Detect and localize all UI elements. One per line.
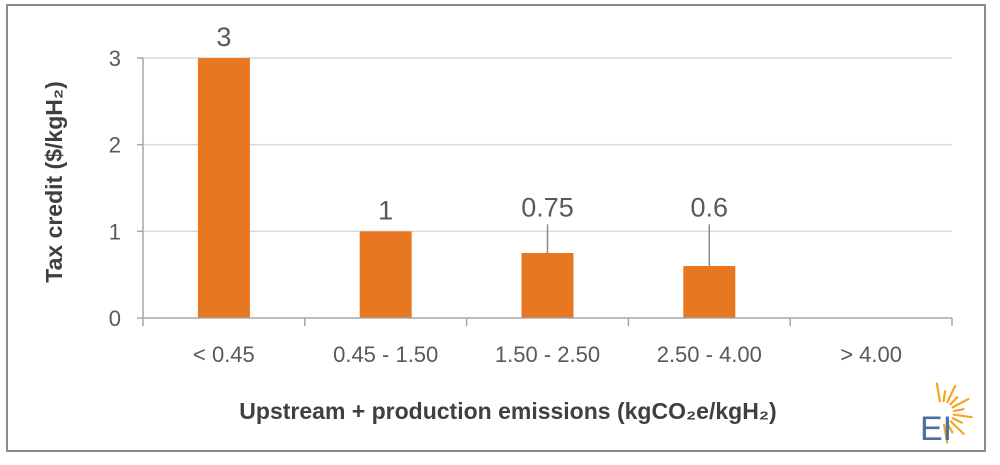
data-label: 1 bbox=[378, 195, 393, 225]
leader-lines bbox=[546, 224, 711, 266]
y-tick-label: 3 bbox=[109, 46, 121, 71]
sun-rays-icon bbox=[935, 382, 973, 444]
chart-frame bbox=[6, 4, 986, 452]
data-label: 3 bbox=[216, 22, 231, 52]
y-tick-label: 0 bbox=[109, 306, 121, 331]
sun-ray bbox=[951, 417, 963, 424]
bar bbox=[683, 266, 736, 318]
data-label: 0.75 bbox=[521, 192, 574, 222]
sun-ray bbox=[949, 396, 959, 406]
bar bbox=[197, 58, 250, 318]
bars bbox=[197, 58, 736, 318]
bar bbox=[521, 253, 574, 318]
y-axis-title: Tax credit ($/kgH₂) bbox=[41, 81, 67, 283]
sun-ray bbox=[942, 423, 949, 444]
x-axis-title: Upstream + production emissions (kgCO₂e/… bbox=[239, 398, 776, 424]
y-tick-label: 2 bbox=[109, 133, 121, 158]
x-axis-tick-labels: < 0.45 0.45 - 1.50 1.50 - 2.50 2.50 - 4.00 >… bbox=[193, 342, 902, 367]
sun-ray bbox=[949, 420, 965, 435]
y-axis-ticks: 0 1 2 3 bbox=[109, 46, 143, 331]
x-tick-label: 2.50 - 4.00 bbox=[657, 342, 762, 367]
y-tick-label: 1 bbox=[109, 219, 121, 244]
sun-ray bbox=[952, 413, 973, 419]
sun-ray bbox=[942, 390, 947, 403]
sun-ray bbox=[946, 384, 957, 404]
x-tick-label: 0.45 - 1.50 bbox=[333, 342, 438, 367]
ei-logo: EI bbox=[920, 382, 973, 448]
data-label: 0.6 bbox=[691, 192, 729, 222]
sun-ray bbox=[951, 397, 970, 409]
x-tick-label: 1.50 - 2.50 bbox=[495, 342, 600, 367]
logo-text: EI bbox=[920, 410, 952, 448]
sun-ray bbox=[952, 408, 965, 413]
data-labels: 3 1 0.75 0.6 bbox=[216, 22, 728, 225]
bar bbox=[359, 231, 412, 318]
sun-ray bbox=[946, 422, 954, 434]
x-tick-label: > 4.00 bbox=[840, 342, 902, 367]
x-axis bbox=[142, 58, 953, 326]
x-tick-label: < 0.45 bbox=[193, 342, 255, 367]
sun-ray bbox=[935, 382, 942, 403]
